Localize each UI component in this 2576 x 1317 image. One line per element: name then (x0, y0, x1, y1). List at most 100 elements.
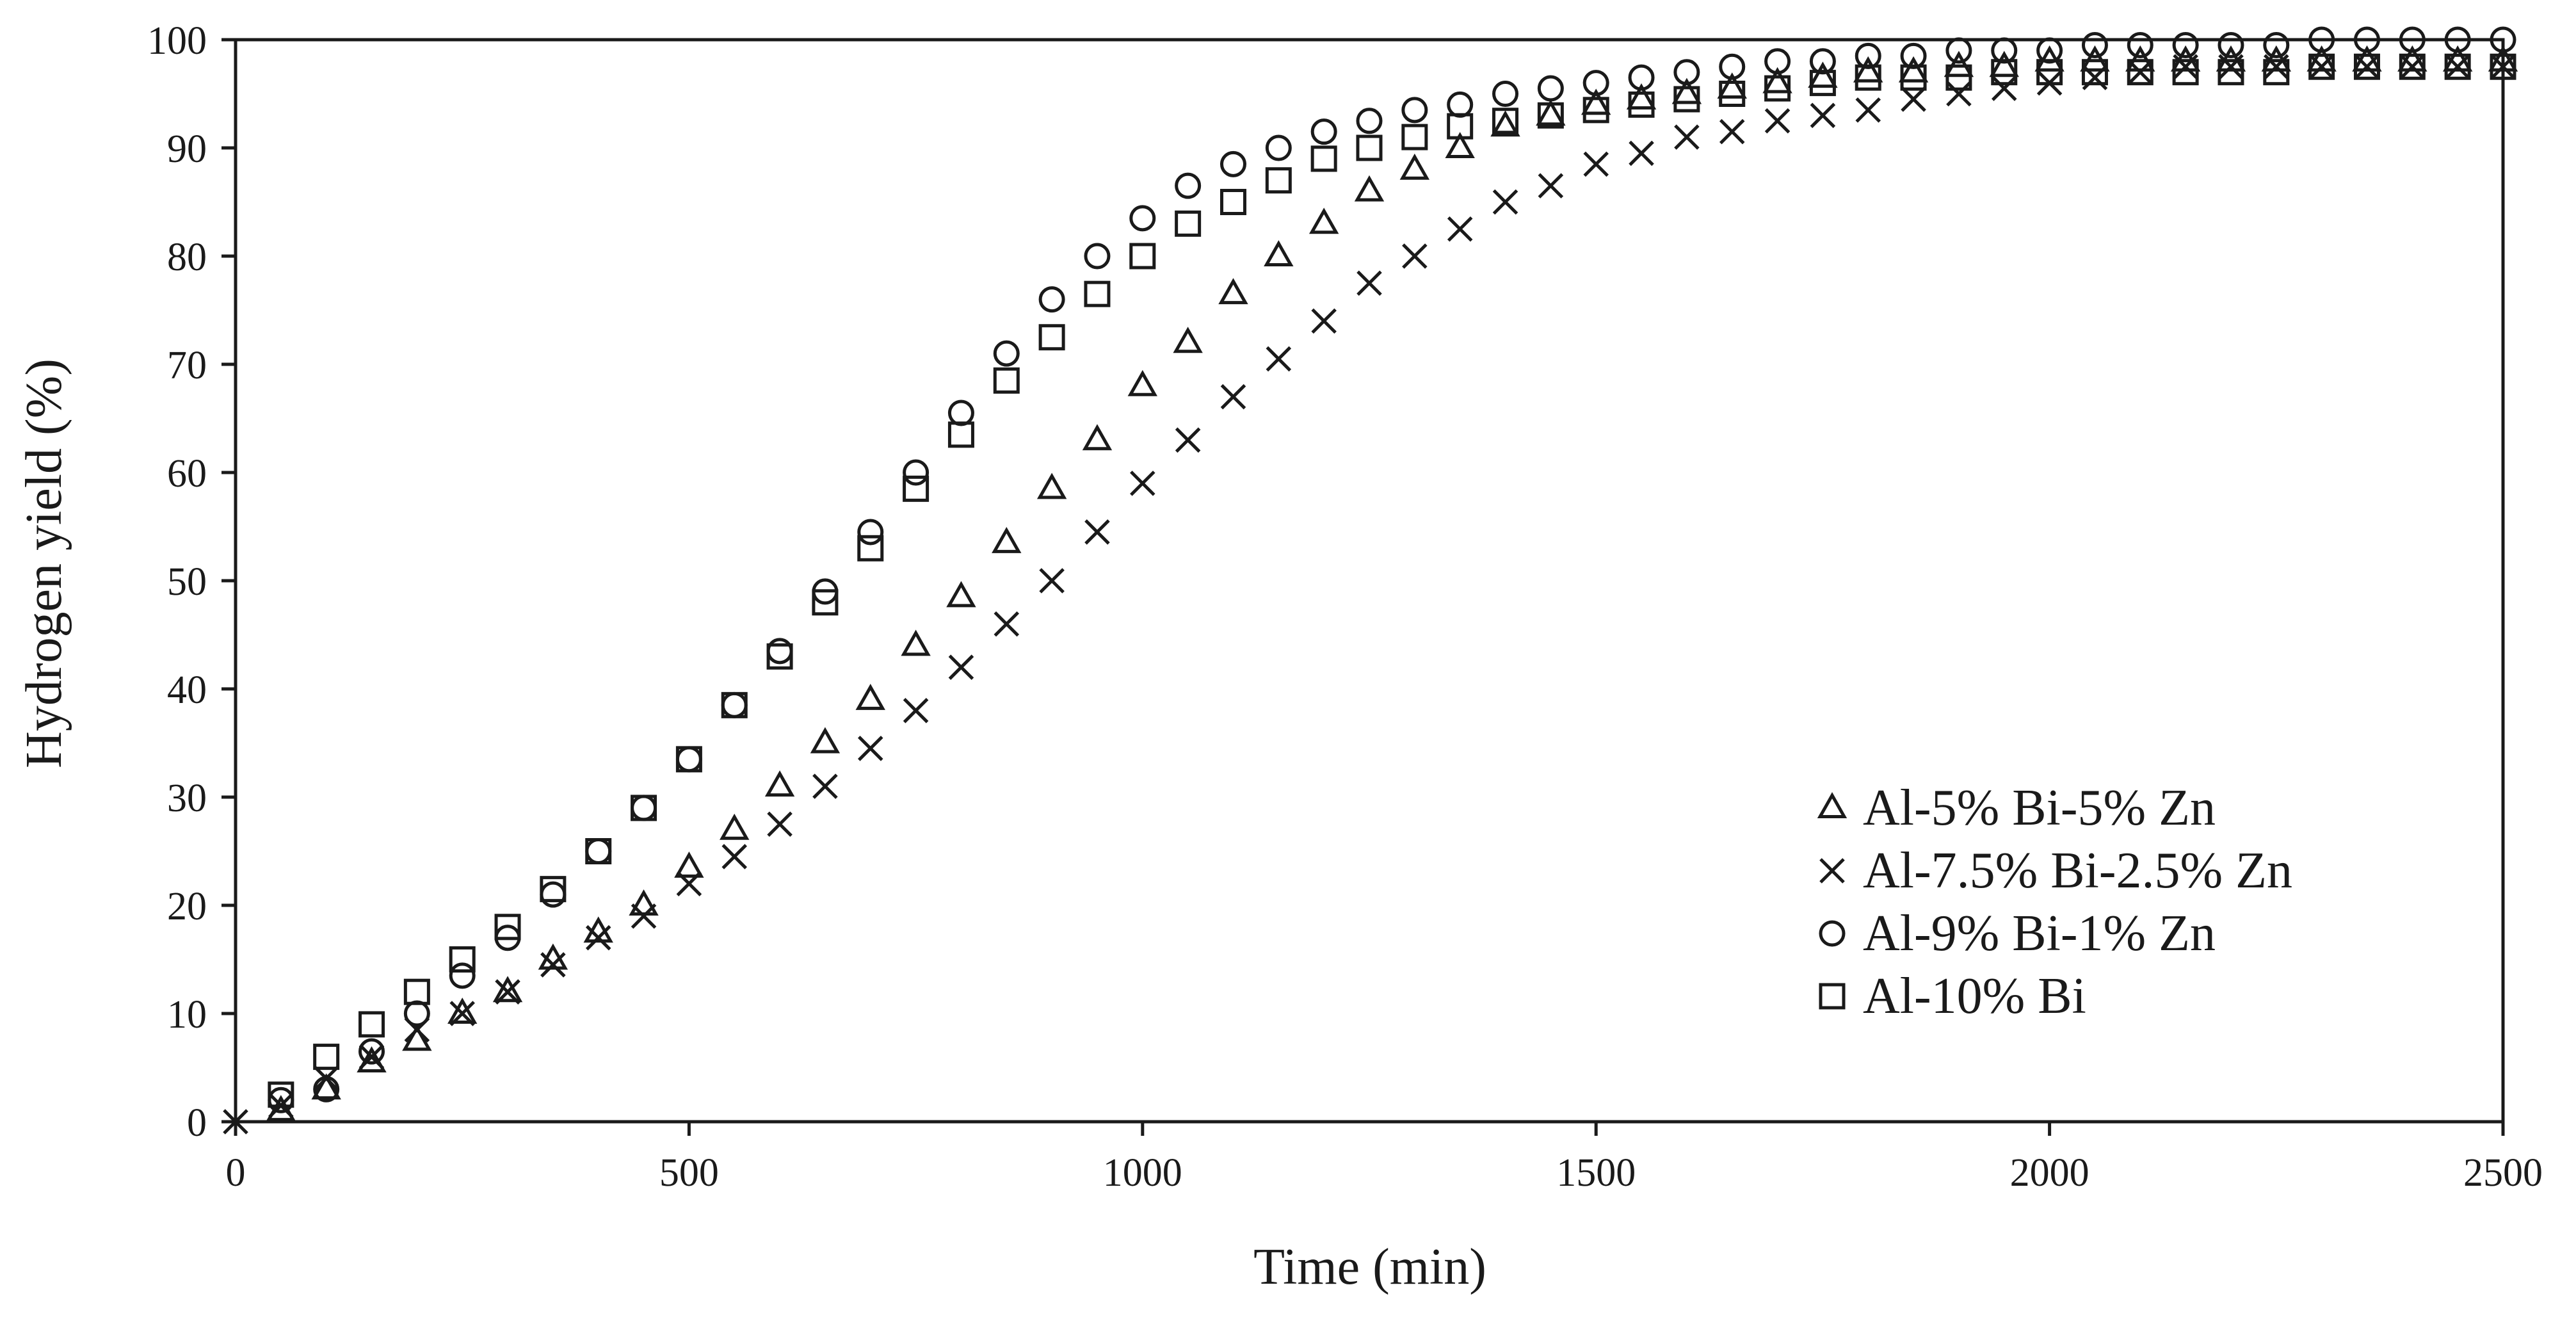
data-point (1218, 278, 1248, 305)
data-point (1538, 173, 1564, 198)
data-point (449, 946, 476, 973)
data-point (268, 1081, 294, 1108)
data-point (1401, 97, 1428, 124)
data-point (1764, 108, 1791, 134)
origin-point (223, 1109, 248, 1135)
x-tick-label: 1500 (1556, 1151, 1636, 1195)
data-point (1900, 42, 1927, 69)
data-point (540, 881, 567, 908)
x-tick-label: 1000 (1103, 1151, 1182, 1195)
data-point (1445, 132, 1475, 158)
data-point (810, 727, 841, 754)
data-point (766, 638, 793, 665)
data-point (1265, 134, 1292, 161)
data-point (1492, 81, 1519, 107)
data-point (1173, 327, 1203, 353)
data-point (2354, 54, 2380, 80)
data-point (492, 976, 523, 1003)
data-point (2308, 54, 2335, 80)
data-point (812, 589, 839, 616)
data-point (402, 1024, 432, 1051)
data-point (1265, 167, 1292, 194)
data-point (494, 914, 521, 941)
data-point (857, 535, 884, 562)
data-point (1356, 134, 1383, 161)
data-point (1492, 189, 1518, 215)
data-point (311, 1073, 341, 1100)
data-point (812, 773, 838, 799)
data-point (313, 1044, 340, 1071)
legend-marker-circle (1819, 920, 1846, 947)
legend-marker-triangle (1817, 792, 1847, 818)
marks-layer (223, 26, 2518, 1135)
data-point (1490, 110, 1520, 137)
x-tick-label: 0 (226, 1151, 246, 1195)
legend-label: Al-5% Bi-5% Zn (1863, 780, 2216, 836)
data-point (1719, 81, 1746, 107)
data-point (903, 475, 930, 502)
data-point (1808, 61, 1838, 88)
y-tick-label: 20 (167, 885, 207, 928)
data-point (721, 691, 748, 718)
data-point (1082, 424, 1113, 451)
data-point (1629, 140, 1654, 166)
series-square (268, 53, 2516, 1108)
x-axis-title: Time (min) (1253, 1239, 1486, 1295)
data-point (1354, 175, 1385, 202)
data-point (1447, 216, 1473, 242)
data-point (903, 459, 930, 486)
y-tick-label: 30 (167, 777, 207, 820)
data-point (1402, 243, 1428, 269)
data-point (1989, 51, 2019, 77)
data-point (447, 998, 478, 1024)
data-point (1220, 150, 1246, 177)
data-point (2263, 59, 2290, 86)
data-point (2399, 53, 2426, 80)
data-point (901, 629, 931, 656)
data-point (313, 1076, 340, 1103)
data-point (1945, 64, 1972, 91)
data-point (449, 962, 476, 989)
data-point (631, 795, 657, 821)
data-point (1671, 77, 1702, 104)
data-point (994, 611, 1020, 637)
data-point (1673, 86, 1700, 113)
data-point (2036, 59, 2063, 86)
data-point (1628, 91, 1655, 118)
data-point (2444, 53, 2471, 80)
data-point (721, 844, 748, 869)
data-point (629, 889, 659, 916)
y-tick-label: 60 (167, 452, 207, 496)
data-point (403, 1000, 430, 1027)
data-point (1356, 270, 1382, 296)
data-point (720, 813, 750, 840)
data-point (2218, 54, 2244, 80)
data-point (1900, 64, 1927, 91)
data-point (1310, 118, 1337, 145)
data-point (1036, 473, 1067, 499)
data-point (993, 340, 1020, 367)
legend-label: Al-7.5% Bi-2.5% Zn (1863, 843, 2292, 899)
data-point (1626, 83, 1657, 109)
data-point (1084, 243, 1111, 270)
data-point (1762, 67, 1792, 93)
data-point (1855, 42, 1881, 69)
data-point (721, 691, 748, 718)
y-tick-label: 10 (167, 993, 207, 1037)
data-point (1764, 75, 1791, 102)
data-point (2399, 26, 2426, 53)
data-point (1220, 189, 1246, 215)
data-point (1991, 37, 2018, 64)
series-cross (268, 54, 2516, 1119)
data-point (1901, 86, 1926, 112)
data-point (947, 400, 974, 426)
data-point (1175, 172, 1202, 199)
data-point (676, 871, 702, 896)
data-point (1537, 102, 1564, 129)
data-point (2172, 59, 2199, 86)
data-point (1038, 324, 1065, 351)
data-point (1719, 118, 1745, 145)
data-point (1129, 205, 1156, 232)
data-point (764, 770, 795, 797)
